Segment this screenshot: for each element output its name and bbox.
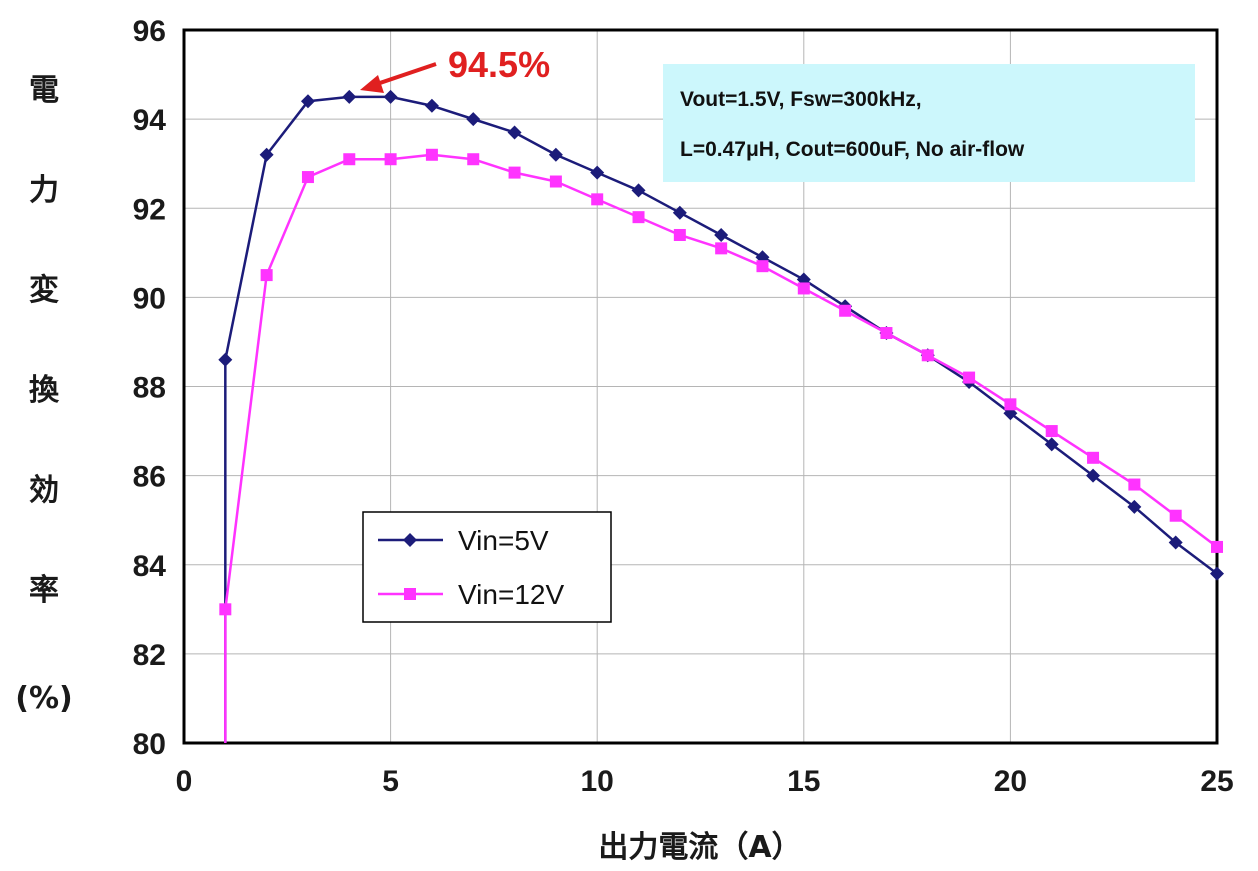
data-point bbox=[591, 193, 604, 206]
data-point bbox=[714, 227, 729, 242]
y-axis-ticks: 80 82 84 86 88 90 92 94 96 bbox=[133, 15, 167, 761]
peak-annotation-arrow-head bbox=[360, 75, 384, 93]
data-point bbox=[549, 175, 562, 188]
data-point bbox=[963, 371, 976, 384]
x-tick-label: 5 bbox=[382, 765, 399, 798]
data-point bbox=[219, 603, 232, 616]
data-point bbox=[384, 153, 397, 166]
legend: Vin=5V Vin=12V bbox=[362, 511, 612, 623]
y-tick-label: 96 bbox=[133, 15, 166, 48]
x-axis-ticks: 0 5 10 15 20 25 bbox=[176, 765, 1234, 798]
y-tick-label: 90 bbox=[133, 282, 166, 315]
data-point bbox=[300, 94, 315, 109]
y-tick-label: 92 bbox=[133, 193, 166, 226]
data-point bbox=[590, 165, 605, 180]
y-axis-title-char: 換 bbox=[29, 373, 60, 408]
series-Vin=5V bbox=[218, 89, 1224, 743]
data-point bbox=[1045, 425, 1058, 438]
data-point bbox=[425, 148, 438, 161]
data-point bbox=[1086, 468, 1101, 483]
data-point bbox=[1044, 437, 1059, 452]
y-tick-label: 88 bbox=[133, 372, 166, 405]
data-point bbox=[921, 349, 934, 362]
y-tick-label: 80 bbox=[133, 728, 166, 761]
x-axis-title: 出力電流（A） bbox=[598, 830, 801, 865]
y-tick-label: 84 bbox=[133, 550, 167, 583]
x-tick-label: 15 bbox=[787, 765, 820, 798]
series-layer bbox=[218, 89, 1224, 743]
data-point bbox=[1210, 566, 1224, 581]
x-tick-label: 10 bbox=[581, 765, 614, 798]
condition-note-line: L=0.47μH, Cout=600uF, No air-flow bbox=[680, 138, 1025, 161]
data-point bbox=[673, 228, 686, 241]
grid-lines bbox=[183, 29, 1218, 744]
data-point bbox=[342, 89, 357, 104]
data-point bbox=[1127, 499, 1142, 514]
peak-annotation-label: 94.5% bbox=[448, 44, 550, 85]
data-point bbox=[301, 171, 314, 184]
y-axis-title-char: 変 bbox=[29, 273, 59, 308]
peak-annotation: 94.5% bbox=[360, 44, 550, 93]
data-point bbox=[756, 260, 769, 273]
data-point bbox=[631, 183, 646, 198]
data-point bbox=[839, 304, 852, 317]
data-point bbox=[1128, 478, 1141, 491]
data-point bbox=[508, 166, 521, 179]
data-point bbox=[1087, 451, 1100, 464]
y-axis-title-char: (%) bbox=[15, 681, 72, 716]
condition-note-line: Vout=1.5V, Fsw=300kHz, bbox=[680, 88, 922, 111]
y-axis-title-char: 力 bbox=[29, 173, 59, 208]
plot-frame bbox=[182, 28, 1219, 745]
x-tick-label: 0 bbox=[176, 765, 193, 798]
legend-box bbox=[362, 511, 612, 623]
y-axis-title-char: 率 bbox=[29, 573, 59, 608]
data-point bbox=[797, 282, 810, 295]
data-point bbox=[259, 147, 274, 162]
data-point bbox=[466, 112, 481, 127]
data-point bbox=[715, 242, 728, 255]
data-point bbox=[507, 125, 522, 140]
y-axis-title-char: 電 bbox=[29, 73, 59, 108]
data-point bbox=[383, 89, 398, 104]
peak-annotation-arrow-line bbox=[373, 62, 437, 87]
data-point bbox=[1168, 535, 1183, 550]
condition-note: Vout=1.5V, Fsw=300kHz, L=0.47μH, Cout=60… bbox=[663, 64, 1195, 182]
series-line bbox=[224, 95, 1218, 743]
series-Vin=12V bbox=[219, 148, 1223, 743]
condition-note-box bbox=[663, 64, 1195, 182]
x-tick-label: 20 bbox=[994, 765, 1027, 798]
x-tick-label: 25 bbox=[1200, 765, 1233, 798]
data-point bbox=[260, 269, 273, 282]
y-tick-label: 82 bbox=[133, 639, 166, 672]
data-point bbox=[1169, 509, 1182, 522]
y-axis-title: 電 力 変 換 効 率 (%) bbox=[15, 73, 72, 716]
data-point bbox=[1211, 540, 1223, 553]
series-line bbox=[224, 153, 1218, 743]
data-point bbox=[343, 153, 356, 166]
legend-marker-vin5 bbox=[403, 533, 417, 547]
legend-label-vin12: Vin=12V bbox=[458, 579, 564, 610]
data-point bbox=[218, 352, 233, 367]
data-point bbox=[467, 153, 480, 166]
data-point bbox=[424, 98, 439, 113]
data-point bbox=[632, 211, 645, 224]
y-axis-title-char: 効 bbox=[29, 473, 59, 508]
legend-marker-vin12 bbox=[404, 588, 416, 600]
data-point bbox=[548, 147, 563, 162]
data-point bbox=[672, 205, 687, 220]
data-point bbox=[880, 327, 893, 340]
legend-label-vin5: Vin=5V bbox=[458, 525, 549, 556]
y-tick-label: 94 bbox=[133, 104, 167, 137]
data-point bbox=[1004, 398, 1017, 411]
y-tick-label: 86 bbox=[133, 461, 166, 494]
